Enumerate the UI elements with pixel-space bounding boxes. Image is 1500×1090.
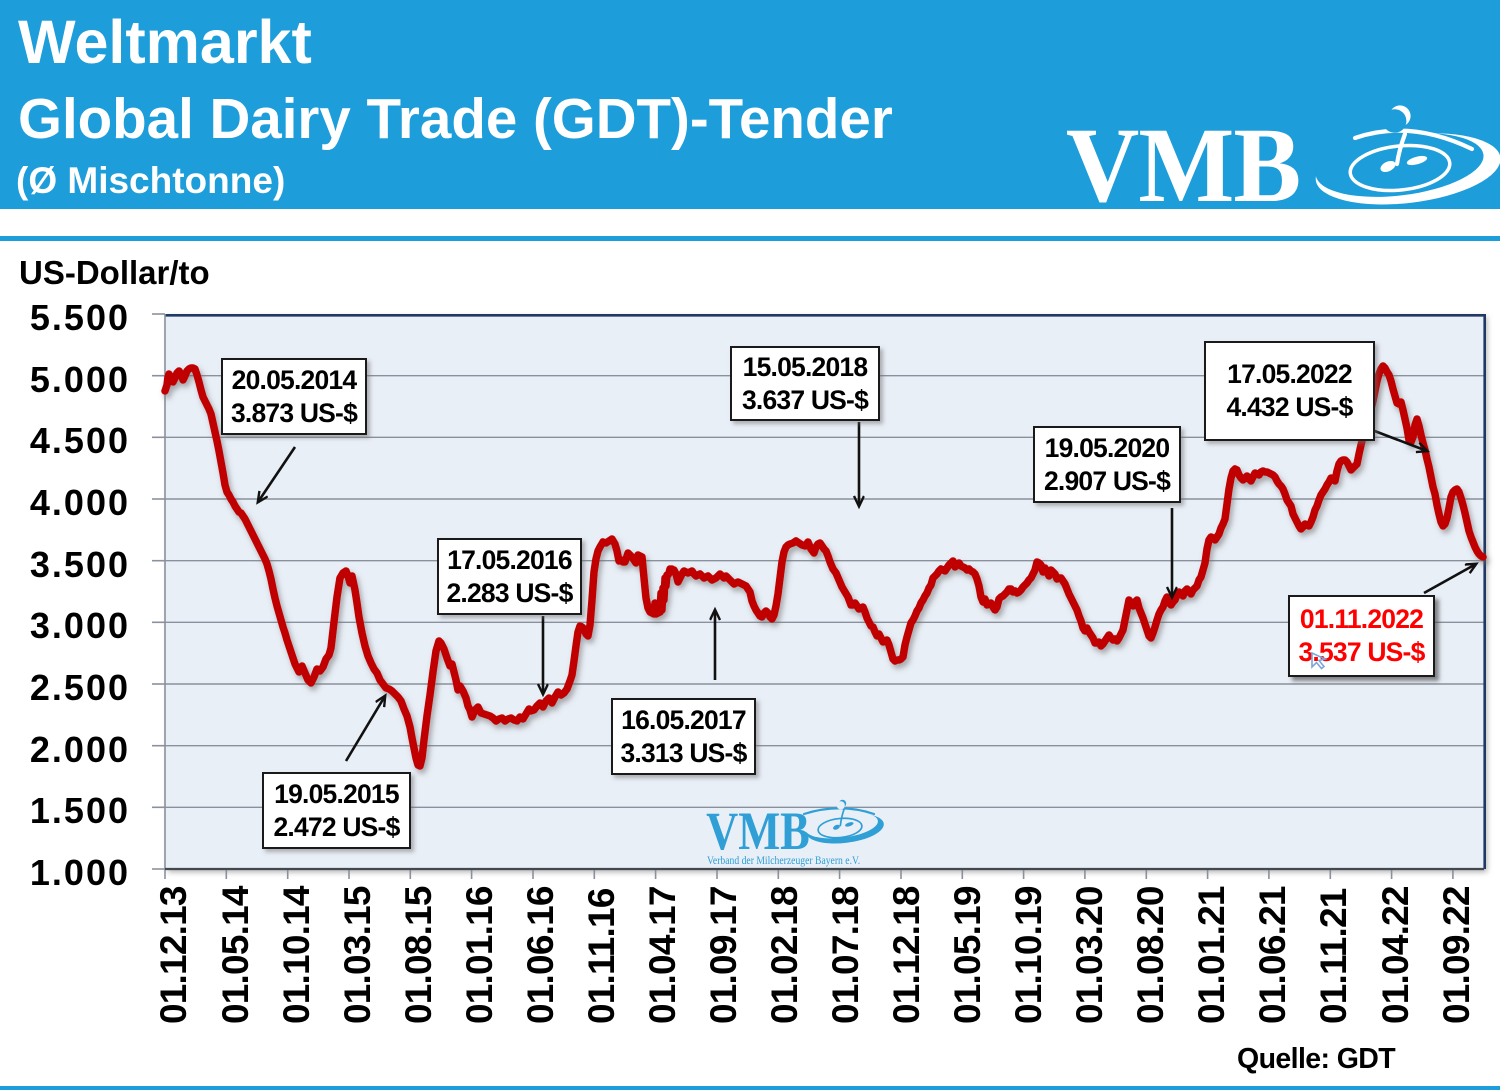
svg-text:Verband der Milcherzeuger Baye: Verband der Milcherzeuger Bayern e.V. xyxy=(707,855,860,867)
svg-text:VMB: VMB xyxy=(1066,106,1300,225)
svg-text:VMB: VMB xyxy=(706,801,810,861)
